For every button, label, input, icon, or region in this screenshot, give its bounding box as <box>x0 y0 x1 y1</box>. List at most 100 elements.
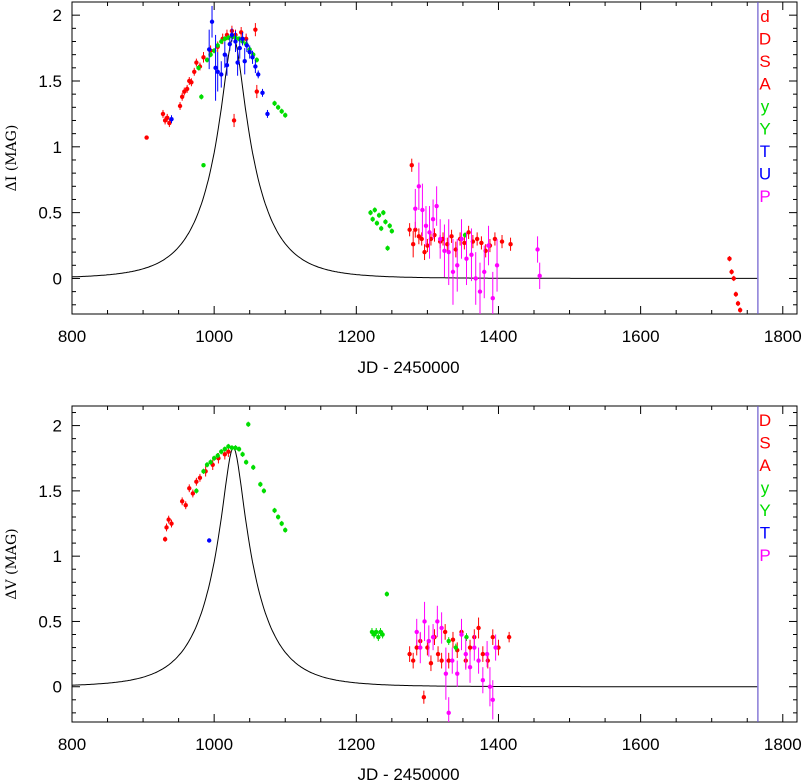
i-band-data-point <box>265 111 270 117</box>
i-band-data-point <box>729 269 734 275</box>
i-band-data-point <box>449 234 454 239</box>
v-band-data-point <box>446 658 451 663</box>
i-band-data-point <box>413 206 418 211</box>
v-band-x-tick-label: 800 <box>58 735 86 754</box>
i-band-data-point <box>409 163 414 168</box>
i-band-legend-entry: A <box>759 75 771 94</box>
i-band-data-point <box>167 120 172 126</box>
i-band-y-tick-label: 1.5 <box>38 72 62 91</box>
i-band-data-point <box>383 219 388 225</box>
v-band-data-point <box>226 444 231 449</box>
v-band-legend-entry: P <box>759 546 770 565</box>
i-band-data-point <box>482 269 487 275</box>
i-band-data-point <box>381 210 386 215</box>
i-band-data-point <box>427 230 432 235</box>
i-band-data-point <box>206 47 212 52</box>
i-band-data-point <box>378 226 384 231</box>
i-band-data-point <box>201 55 206 60</box>
v-band-y-tick-label: 1 <box>53 547 62 566</box>
i-band-y-tick-label: 0 <box>53 269 62 288</box>
i-band-data-point <box>422 249 427 255</box>
v-band-data-point <box>222 446 228 452</box>
i-band-data-point <box>237 45 242 51</box>
i-band-data-point <box>189 80 194 85</box>
v-band-data-point <box>226 449 231 454</box>
v-band-data-point <box>450 658 455 663</box>
v-band-data-point <box>384 591 390 597</box>
i-band-legend-entry: D <box>759 30 771 49</box>
v-band-data-point <box>380 632 385 637</box>
v-band-data-point <box>442 629 448 635</box>
i-band-data-point <box>272 101 277 106</box>
v-band-data-point <box>446 638 451 644</box>
i-band-x-tick-label: 1600 <box>622 327 660 346</box>
v-band-y-tick-label: 0.5 <box>38 612 62 631</box>
i-band-data-point <box>416 234 422 239</box>
v-band-data-point <box>476 658 481 663</box>
i-band-data-point <box>231 118 237 123</box>
v-band-legend-entry: S <box>759 434 770 453</box>
i-band-data-point <box>229 32 235 38</box>
i-band-data-point <box>737 307 743 313</box>
i-band-data-point <box>182 89 187 94</box>
v-band-data-point <box>463 651 468 657</box>
i-band-legend-entry: d <box>760 7 769 26</box>
v-band-data-point <box>179 499 185 504</box>
i-band-data-point <box>477 289 483 294</box>
v-band-data-point <box>283 527 288 533</box>
i-band-x-tick-label: 1000 <box>195 327 233 346</box>
i-band-data-point <box>727 256 732 261</box>
v-band-data-point <box>204 462 210 467</box>
v-band-data-point <box>493 645 498 650</box>
v-band-data-point <box>261 488 267 494</box>
i-band-data-point <box>240 36 245 42</box>
i-band-data-point <box>537 273 542 279</box>
v-band-data-point <box>485 658 491 663</box>
i-band-data-point <box>376 213 382 218</box>
i-band-data-point <box>486 243 491 248</box>
i-band-data-point <box>283 113 288 118</box>
i-band-data-point <box>196 65 201 71</box>
i-band-plot-frame <box>71 1 798 315</box>
i-band-data-point <box>260 90 265 96</box>
i-band-panel: 800 1000 1200 1400 1600 1800 0 0.5 1 1.5 2 JD - 245… <box>4 1 802 377</box>
i-band-data-point <box>731 276 736 281</box>
i-band-data-point <box>254 89 260 94</box>
v-band-data-point <box>162 536 168 542</box>
v-band-x-tick-label: 1400 <box>480 735 518 754</box>
v-band-x-tick-label: 1800 <box>764 735 802 754</box>
v-band-data-point <box>187 486 192 491</box>
v-band-data-point <box>407 651 412 657</box>
v-band-x-axis-label: JD - 2450000 <box>357 765 459 782</box>
v-band-data-point <box>233 445 238 450</box>
v-band-data-point <box>194 479 199 484</box>
v-band-data-point <box>476 625 481 631</box>
i-band-data-point <box>459 236 464 242</box>
v-band-model-curve <box>72 447 758 688</box>
i-band-data-point <box>242 59 247 64</box>
i-band-data-point <box>492 236 498 242</box>
i-band-model-curve <box>72 37 758 279</box>
i-band-data-point <box>389 228 395 234</box>
v-band-data-point <box>467 664 473 670</box>
i-band-data-point <box>194 60 199 65</box>
i-band-y-tick-label: 0.5 <box>38 204 62 223</box>
v-band-data-point <box>484 651 490 657</box>
i-band-data-point <box>215 69 220 74</box>
v-band-data-point <box>414 645 419 650</box>
v-band-x-tick-label: 1600 <box>622 735 660 754</box>
i-band-data-point <box>219 72 224 77</box>
v-band-y-axis-label: ΔV (MAG) <box>4 528 20 599</box>
i-band-data-point <box>469 252 474 257</box>
i-band-data-point <box>430 217 436 222</box>
v-band-data-point <box>240 452 245 457</box>
i-band-data-point <box>219 39 224 44</box>
i-band-data-point <box>179 94 185 99</box>
v-band-data-point <box>472 645 477 650</box>
v-band-data-point <box>490 634 495 640</box>
v-band-data-point <box>197 475 203 481</box>
i-band-data-point <box>279 109 284 114</box>
v-band-x-tick-label: 1000 <box>195 735 233 754</box>
v-band-legend-entry: D <box>759 411 771 430</box>
v-band-data-point <box>439 658 444 663</box>
